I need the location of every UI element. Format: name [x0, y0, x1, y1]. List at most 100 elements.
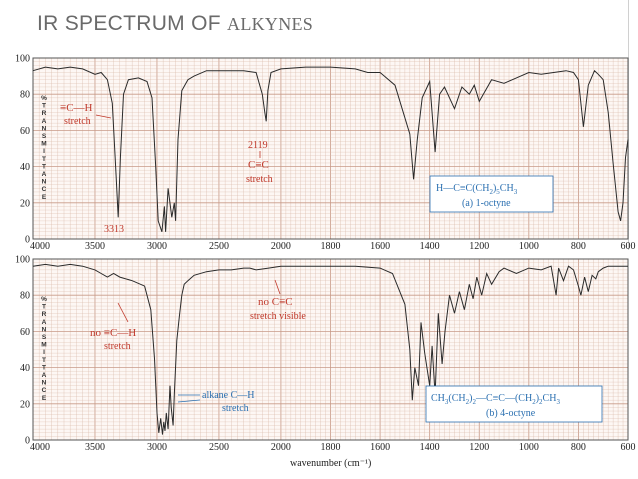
x-tick-label: 1200 — [469, 442, 489, 453]
y-axis-label-char: T — [42, 364, 46, 371]
y-tick-label: 60 — [20, 126, 30, 137]
y-axis-label-char: E — [42, 395, 47, 402]
y-axis-label-char: % — [41, 95, 47, 102]
ch-label: ≡C—H — [60, 102, 93, 114]
compound-name: (b) 4-octyne — [486, 408, 536, 419]
x-tick-label: 800 — [571, 442, 586, 453]
annotation-no-cc: no C≡C stretch visible — [250, 279, 306, 322]
x-tick-label: 3000 — [147, 442, 167, 453]
y-axis-label-char: A — [42, 171, 47, 178]
y-tick-label: 40 — [20, 162, 30, 173]
y-axis-label-char: R — [42, 311, 47, 318]
y-axis-label-char: I — [43, 349, 45, 356]
x-tick-label: 4000 — [30, 442, 50, 453]
compound-formula: H—C≡C(CH2)5CH3 — [436, 183, 518, 196]
y-axis-label-char: S — [42, 133, 47, 140]
x-tick-label: 1400 — [420, 442, 440, 453]
spectrum-trace — [32, 263, 628, 435]
y-tick-label: 60 — [20, 327, 30, 338]
x-tick-label: 1800 — [321, 241, 341, 252]
compound-box — [429, 175, 554, 213]
x-tick-label: 1600 — [370, 241, 390, 252]
x-tick-label: 2500 — [209, 442, 229, 453]
slide-title-main: IR SPECTRUM OF — [37, 12, 221, 35]
y-axis-label-char: A — [42, 319, 47, 326]
annotation-alkane-ch: alkane C—H stretch — [177, 390, 255, 414]
y-axis-label-char: T — [42, 163, 46, 170]
cc-wavenumber: 2119 — [248, 140, 268, 151]
compound-formula: CH3(CH2)2—C≡C—(CH2)2CH3 — [431, 393, 560, 406]
slide-title: IR SPECTRUM OF ALKYNES — [37, 12, 313, 36]
compound-name: (a) 1-octyne — [462, 198, 511, 209]
y-axis-label-char: S — [42, 334, 47, 341]
compound-box-4-octyne: CH3(CH2)2—C≡C—(CH2)2CH3 (b) 4-octyne — [425, 385, 603, 423]
y-tick-label: 100 — [15, 255, 30, 266]
y-axis-label-char: M — [41, 141, 46, 148]
plot-frame — [32, 258, 629, 441]
y-axis-label-char: M — [41, 342, 46, 349]
spectrum-trace — [32, 66, 629, 232]
x-tick-label: 1400 — [420, 241, 440, 252]
ch-wavenumber: 3313 — [104, 224, 124, 235]
y-tick-labels: 0 20 40 60 80 100 — [15, 54, 30, 246]
spectrum-panel-4-octyne: 0 20 40 60 80 100 4000 3500 3000 2500 2000 1800 160… — [15, 255, 636, 470]
x-tick-label: 1600 — [370, 442, 390, 453]
y-axis-label-char: I — [43, 148, 45, 155]
ch-pointer — [95, 114, 112, 119]
y-axis-label-char: E — [42, 194, 47, 201]
no-cc-sublabel: stretch visible — [250, 311, 306, 322]
x-tick-label: 2500 — [209, 241, 229, 252]
y-axis-label-char: N — [42, 179, 47, 186]
y-axis-label-char: T — [42, 103, 46, 110]
x-axis-label: wavenumber (cm⁻¹) — [290, 458, 371, 469]
spectrum-panel-1-octyne: 0 20 40 60 80 100 4000 3500 3000 2500 2000 1800 160… — [15, 54, 636, 253]
x-tick-labels: 4000 3500 3000 2500 2000 1800 1600 1400 1200 1000… — [30, 241, 636, 252]
x-tick-label: 1000 — [519, 241, 539, 252]
annotation-cc-stretch: 2119 C≡C stretch — [246, 140, 273, 185]
y-axis-label-char: A — [42, 118, 47, 125]
x-tick-label: 2000 — [271, 442, 291, 453]
y-axis-label-char: C — [42, 387, 47, 394]
y-axis-label-char: C — [42, 186, 47, 193]
x-tick-label: 4000 — [30, 241, 50, 252]
y-tick-label: 80 — [20, 291, 30, 302]
alkane-sublabel: stretch — [222, 403, 249, 414]
y-tick-label: 0 — [25, 436, 30, 447]
y-axis-label-char: N — [42, 326, 47, 333]
y-tick-label: 100 — [15, 54, 30, 65]
y-tick-labels: 0 20 40 60 80 100 — [15, 255, 30, 447]
no-cc-pointer — [274, 279, 281, 295]
alkane-pointer-2 — [177, 399, 201, 403]
y-axis-label-char: % — [41, 296, 47, 303]
y-axis-label-char: T — [42, 357, 46, 364]
x-tick-labels: 4000 3500 3000 2500 2000 1800 1600 1400 1200 1000… — [30, 442, 636, 453]
x-tick-label: 3500 — [85, 442, 105, 453]
gridlines — [32, 258, 629, 441]
ch-sublabel: stretch — [64, 116, 91, 127]
cc-label: C≡C — [248, 159, 269, 171]
x-tick-label: 1200 — [469, 241, 489, 252]
y-tick-label: 20 — [20, 399, 30, 410]
plot-frame — [32, 57, 629, 240]
y-axis-label-char: N — [42, 125, 47, 132]
no-ch-pointer — [117, 302, 129, 323]
compound-box-1-octyne: H—C≡C(CH2)5CH3 (a) 1-octyne — [429, 175, 554, 213]
y-tick-label: 40 — [20, 363, 30, 374]
y-tick-label: 20 — [20, 198, 30, 209]
x-tick-label: 1000 — [519, 442, 539, 453]
x-tick-label: 600 — [621, 442, 636, 453]
y-axis-label-char: T — [42, 156, 46, 163]
y-tick-label: 80 — [20, 90, 30, 101]
y-axis-label-char: A — [42, 372, 47, 379]
no-ch-label: no ≡C—H — [90, 327, 136, 339]
y-axis-label-char: R — [42, 110, 47, 117]
y-tick-label: 0 — [25, 235, 30, 246]
x-tick-label: 3500 — [85, 241, 105, 252]
annotation-ch-stretch: ≡C—H stretch 3313 — [60, 102, 124, 235]
y-axis-label-char: T — [42, 304, 46, 311]
no-cc-label: no C≡C — [258, 296, 293, 308]
cc-sublabel: stretch — [246, 174, 273, 185]
